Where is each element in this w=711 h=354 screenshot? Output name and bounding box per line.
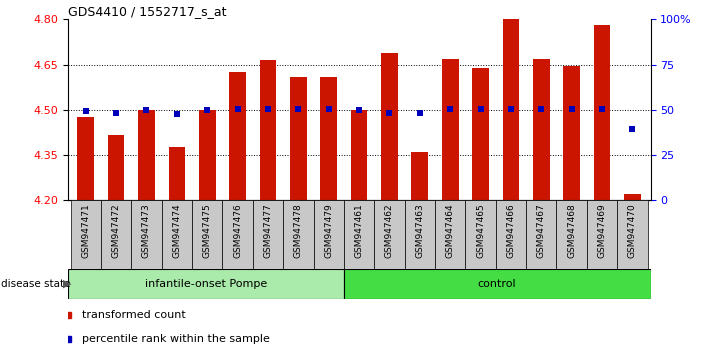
Text: GDS4410 / 1552717_s_at: GDS4410 / 1552717_s_at bbox=[68, 5, 226, 18]
Bar bbox=[68, 269, 343, 299]
Text: GSM947468: GSM947468 bbox=[567, 204, 576, 258]
Bar bbox=[283, 200, 314, 269]
Bar bbox=[229, 72, 246, 200]
Bar bbox=[557, 200, 587, 269]
Bar bbox=[465, 200, 496, 269]
Bar bbox=[108, 135, 124, 200]
Bar bbox=[442, 58, 459, 200]
Bar bbox=[594, 25, 610, 200]
Bar bbox=[314, 200, 344, 269]
Bar bbox=[169, 147, 185, 200]
Bar bbox=[563, 66, 580, 200]
Text: GSM947478: GSM947478 bbox=[294, 204, 303, 258]
Bar bbox=[503, 19, 519, 200]
Bar bbox=[435, 200, 465, 269]
Text: GSM947465: GSM947465 bbox=[476, 204, 485, 258]
Text: GSM947470: GSM947470 bbox=[628, 204, 637, 258]
Bar bbox=[344, 200, 374, 269]
Bar bbox=[321, 76, 337, 200]
Bar bbox=[405, 200, 435, 269]
Text: GSM947464: GSM947464 bbox=[446, 204, 454, 258]
Text: GSM947472: GSM947472 bbox=[112, 204, 121, 258]
Bar bbox=[351, 110, 368, 200]
Bar bbox=[526, 200, 557, 269]
Text: control: control bbox=[478, 279, 516, 289]
Text: disease state: disease state bbox=[1, 279, 70, 289]
Bar bbox=[624, 194, 641, 200]
Text: GSM947474: GSM947474 bbox=[172, 204, 181, 258]
Text: GSM947476: GSM947476 bbox=[233, 204, 242, 258]
Bar bbox=[161, 200, 192, 269]
Text: GSM947475: GSM947475 bbox=[203, 204, 212, 258]
Bar bbox=[290, 76, 306, 200]
Bar bbox=[253, 200, 283, 269]
Text: GSM947477: GSM947477 bbox=[264, 204, 272, 258]
Bar bbox=[138, 110, 155, 200]
Text: GSM947462: GSM947462 bbox=[385, 204, 394, 258]
Text: transformed count: transformed count bbox=[82, 310, 186, 320]
Text: GSM947461: GSM947461 bbox=[355, 204, 363, 258]
Bar bbox=[223, 200, 253, 269]
Text: GSM947469: GSM947469 bbox=[597, 204, 606, 258]
Bar bbox=[587, 200, 617, 269]
Text: GSM947479: GSM947479 bbox=[324, 204, 333, 258]
Text: GSM947463: GSM947463 bbox=[415, 204, 424, 258]
Bar bbox=[132, 200, 161, 269]
Text: ▶: ▶ bbox=[63, 279, 71, 289]
Bar bbox=[260, 60, 277, 200]
Bar bbox=[101, 200, 132, 269]
Bar bbox=[199, 110, 215, 200]
Bar bbox=[192, 200, 223, 269]
Bar bbox=[77, 117, 94, 200]
Text: GSM947471: GSM947471 bbox=[81, 204, 90, 258]
Bar bbox=[412, 152, 428, 200]
Text: GSM947467: GSM947467 bbox=[537, 204, 546, 258]
Bar bbox=[496, 200, 526, 269]
Bar bbox=[533, 58, 550, 200]
Bar bbox=[472, 68, 489, 200]
Text: GSM947466: GSM947466 bbox=[506, 204, 515, 258]
Text: GSM947473: GSM947473 bbox=[142, 204, 151, 258]
Text: infantile-onset Pompe: infantile-onset Pompe bbox=[144, 279, 267, 289]
Bar bbox=[617, 200, 648, 269]
Bar bbox=[70, 200, 101, 269]
Bar bbox=[374, 200, 405, 269]
Bar bbox=[343, 269, 651, 299]
Bar bbox=[381, 52, 397, 200]
Text: percentile rank within the sample: percentile rank within the sample bbox=[82, 333, 269, 343]
